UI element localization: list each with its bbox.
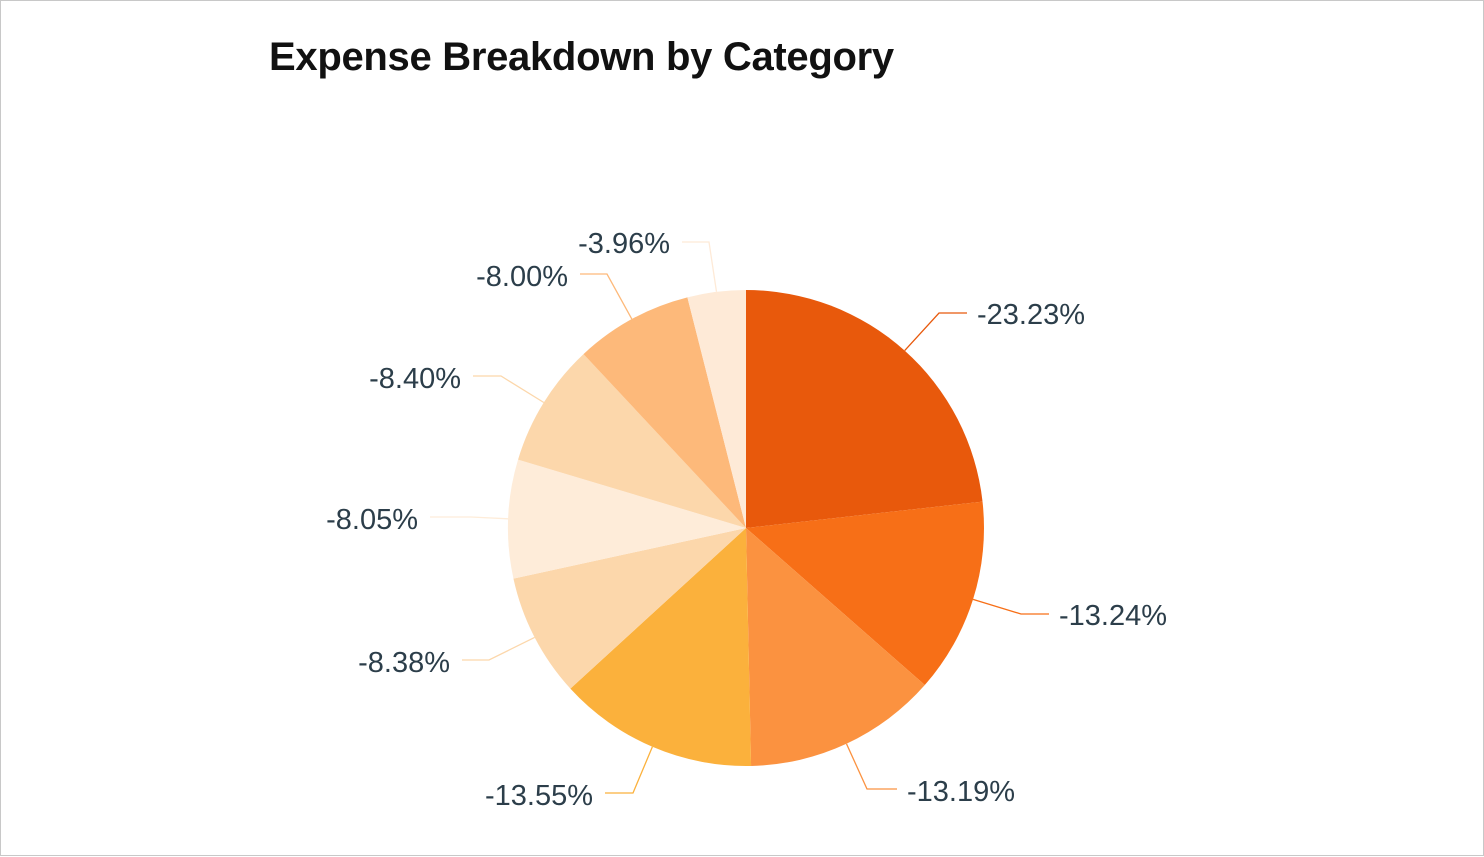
leader-line — [845, 743, 897, 790]
pie-slice[interactable] — [687, 290, 746, 528]
slice-label: -3.96% — [578, 228, 670, 260]
pie-slice[interactable] — [746, 290, 983, 528]
slice-label: -13.19% — [907, 776, 1015, 808]
leader-line — [430, 516, 509, 520]
leader-line — [904, 312, 967, 352]
pie-slice[interactable] — [746, 528, 925, 766]
pie-slice[interactable] — [570, 528, 752, 767]
slice-label: -8.00% — [476, 261, 568, 293]
slice-label: -13.24% — [1059, 600, 1167, 632]
leader-line — [682, 241, 718, 292]
slice-label: -8.38% — [358, 647, 450, 679]
chart-title: Expense Breakdown by Category — [269, 35, 894, 79]
pie-slice[interactable] — [507, 459, 746, 579]
leader-line — [972, 598, 1049, 615]
leader-line — [605, 746, 653, 794]
slice-label: -8.05% — [326, 504, 418, 536]
pie-slice[interactable] — [513, 528, 746, 689]
slice-label: -8.40% — [369, 363, 461, 395]
pie-slice[interactable] — [746, 501, 984, 686]
slice-label: -23.23% — [977, 299, 1085, 331]
leader-line — [580, 273, 633, 320]
pie-slice[interactable] — [518, 354, 746, 528]
leader-line — [462, 636, 535, 661]
pie-slice[interactable] — [583, 297, 746, 528]
slice-label: -13.55% — [485, 780, 593, 812]
leader-line — [473, 375, 545, 404]
